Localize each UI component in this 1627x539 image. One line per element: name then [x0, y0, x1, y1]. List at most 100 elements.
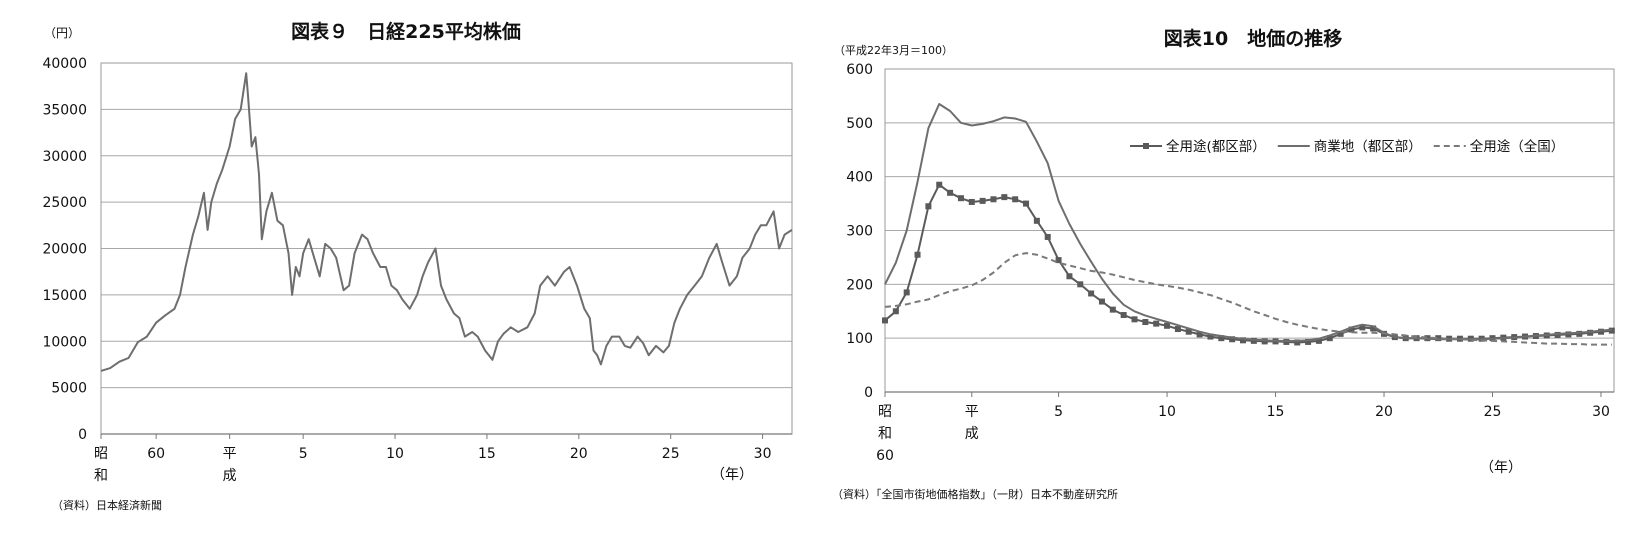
- data-point-marker: [979, 197, 986, 204]
- data-point-marker: [1554, 331, 1561, 338]
- source-note: （資料）日本経済新聞: [52, 498, 162, 512]
- data-point-marker: [1120, 312, 1127, 319]
- data-point-marker: [957, 195, 964, 202]
- y-tick-label: 15000: [42, 288, 87, 304]
- data-point-marker: [1576, 330, 1583, 337]
- x-tick-label: 30: [1592, 404, 1610, 420]
- x-tick-label: 成: [965, 426, 979, 442]
- x-tick-label: 和: [94, 468, 108, 484]
- data-point-marker: [1337, 330, 1344, 337]
- land-price-chart: 図表10 地価の推移 （平成22年3月＝100） （年） （資料）「全国市街地価…: [832, 27, 1615, 501]
- data-point-marker: [882, 317, 888, 324]
- series-line-1: [884, 103, 1612, 342]
- data-point-marker: [1185, 328, 1192, 335]
- data-point-marker: [1261, 338, 1268, 345]
- y-tick-label: 100: [846, 331, 873, 347]
- chart-title: 図表10 地価の推移: [1164, 27, 1342, 50]
- x-tick-label: 25: [1484, 404, 1502, 420]
- data-point-marker: [1174, 326, 1181, 333]
- data-point-marker: [925, 203, 932, 210]
- y-tick-label: 20000: [42, 242, 87, 258]
- data-point-marker: [1023, 200, 1030, 207]
- y-axis-unit: （円）: [44, 26, 80, 40]
- data-point-marker: [1012, 196, 1019, 203]
- legend-marker: [1143, 143, 1149, 149]
- data-point-marker: [1055, 257, 1062, 264]
- y-tick-label: 300: [846, 224, 873, 240]
- nikkei-chart: 図表９ 日経225平均株価 （円） （年） （資料）日本経済新聞 0 5000 10…: [42, 20, 793, 512]
- data-point-marker: [1229, 336, 1236, 343]
- x-tick-label: 和: [878, 426, 892, 442]
- y-tick-label: 30000: [42, 149, 87, 165]
- data-point-marker: [1597, 328, 1604, 335]
- data-point-marker: [1250, 337, 1257, 344]
- data-point-marker: [1196, 331, 1203, 338]
- data-point-marker: [1066, 273, 1073, 280]
- x-tick-label: 昭: [94, 446, 108, 462]
- x-tick-label: 10: [386, 446, 404, 462]
- data-point-marker: [1326, 335, 1333, 342]
- series-line-0: [884, 183, 1612, 344]
- data-point-marker: [936, 181, 943, 188]
- x-axis-unit: （年）: [1480, 460, 1522, 476]
- data-point-marker: [892, 308, 899, 315]
- x-tick-label: 昭: [878, 404, 892, 420]
- data-point-marker: [1088, 290, 1095, 297]
- y-tick-label: 0: [864, 385, 873, 401]
- data-point-marker: [1370, 325, 1377, 332]
- y-tick-label: 25000: [42, 195, 87, 211]
- series-line-2: [884, 252, 1612, 346]
- legend-label-1: 商業地（都区部）: [1314, 139, 1422, 155]
- data-point-marker: [947, 189, 954, 196]
- nikkei-chart-panel: 図表９ 日経225平均株価 （円） （年） （資料）日本経済新聞 0 5000 10…: [0, 0, 800, 539]
- data-point-marker: [1587, 329, 1594, 336]
- legend-label-0: 全用途(都区部）: [1166, 138, 1266, 155]
- x-tick-label: 15: [478, 446, 496, 462]
- y-tick-label: 40000: [42, 56, 87, 72]
- y-tick-label: 400: [846, 170, 873, 186]
- data-point-marker: [1218, 335, 1225, 342]
- y-axis-unit: （平成22年3月＝100）: [834, 43, 953, 57]
- x-tick-label: 15: [1267, 404, 1285, 420]
- data-point-marker: [1077, 281, 1084, 288]
- data-point-marker: [1608, 327, 1615, 334]
- x-tick-label: 5: [1054, 404, 1063, 420]
- data-point-marker: [1142, 319, 1149, 326]
- y-tick-label: 600: [846, 62, 873, 78]
- x-tick-label: 25: [662, 446, 680, 462]
- legend-label-2: 全用途（全国）: [1470, 138, 1565, 155]
- land-price-chart-panel: 図表10 地価の推移 （平成22年3月＝100） （年） （資料）「全国市街地価…: [830, 0, 1627, 539]
- data-point-marker: [1283, 338, 1290, 345]
- data-point-marker: [1348, 326, 1355, 333]
- data-point-marker: [1001, 194, 1008, 201]
- data-point-marker: [1315, 337, 1322, 344]
- data-point-marker: [1098, 298, 1105, 305]
- y-tick-label: 500: [846, 116, 873, 132]
- x-tick-label: 平: [223, 446, 237, 462]
- data-point-marker: [990, 196, 997, 203]
- data-point-marker: [1294, 339, 1301, 346]
- data-point-marker: [1359, 324, 1366, 331]
- data-point-marker: [1207, 333, 1214, 340]
- y-tick-label: 200: [846, 277, 873, 293]
- data-point-marker: [1565, 331, 1572, 338]
- y-tick-label: 0: [78, 427, 87, 443]
- x-tick-label: 30: [754, 446, 772, 462]
- x-tick-label: 10: [1158, 404, 1176, 420]
- x-tick-label: 60: [876, 448, 894, 464]
- y-tick-label: 35000: [42, 102, 87, 118]
- data-point-marker: [914, 251, 921, 258]
- y-tick-label: 10000: [42, 334, 87, 350]
- data-point-marker: [1044, 233, 1051, 240]
- data-point-marker: [903, 289, 910, 296]
- x-tick-label: 成: [223, 468, 237, 484]
- x-axis-unit: （年）: [711, 467, 753, 483]
- x-tick-label: 20: [1375, 404, 1393, 420]
- data-point-marker: [1435, 335, 1442, 342]
- x-tick-label: 20: [570, 446, 588, 462]
- data-point-marker: [1164, 322, 1171, 329]
- x-tick-label: 平: [965, 404, 979, 420]
- data-point-marker: [1131, 316, 1138, 323]
- data-point-marker: [1153, 320, 1160, 327]
- x-tick-label: 5: [299, 446, 308, 462]
